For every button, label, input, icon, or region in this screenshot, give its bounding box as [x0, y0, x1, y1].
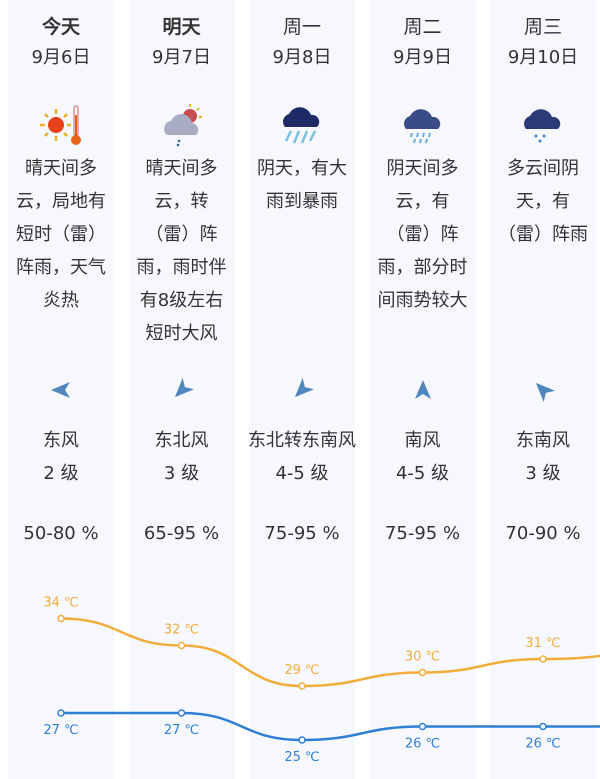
temperature-chart: 34 ℃ 32 ℃ 29 ℃ 30 ℃ 31 ℃ 27 ℃ 27 ℃ 25 ℃ 26 ℃ 26 ℃ [43, 596, 600, 765]
low-temperature-label: 27 ℃ [164, 723, 199, 738]
wind-info: 东南风 3 级 70-90 % [480, 424, 600, 550]
wind-direction-arrow-icon [360, 378, 486, 402]
low-temperature-label: 26 ℃ [405, 737, 440, 752]
high-temperature-label: 32 ℃ [164, 623, 199, 638]
low-temperature-line [61, 711, 600, 742]
high-temperature-label: 31 ℃ [525, 636, 560, 651]
light-rain-icon [480, 103, 600, 147]
humidity: 75-95 % [264, 523, 340, 544]
high-temperature-point [177, 641, 186, 650]
low-temperature-point [177, 709, 186, 717]
day-column: 周二 9月9日 阴天间多云，有（雷）阵雨，部分时间雨势较大 南风 4-5 级 7… [369, 0, 476, 779]
wind-info: 东风 2 级 50-80 % [0, 424, 124, 550]
high-temperature-label: 34 ℃ [43, 596, 78, 611]
high-temperature-point [57, 614, 65, 623]
low-temperature-point [539, 722, 547, 731]
date-label: 9月7日 [152, 47, 211, 68]
day-label: 周三 [523, 16, 562, 38]
high-temperature-line [60, 617, 600, 688]
wind-level: 4-5 级 [395, 463, 450, 484]
wind-info: 南风 4-5 级 75-95 % [360, 424, 486, 550]
date-label: 9月6日 [31, 47, 91, 68]
day-label: 今天 [41, 16, 80, 38]
low-temperature-point [57, 709, 65, 717]
low-temperature-label: 26 ℃ [525, 737, 560, 752]
date-label: 9月8日 [272, 47, 332, 68]
wind-level: 3 级 [525, 463, 561, 484]
high-temperature-label: 30 ℃ [405, 650, 440, 665]
day-column: 今天 9月6日 晴天间多云，局地有短时（雷）阵雨，天气炎热 东风 2 级 50-… [8, 0, 114, 779]
low-temperature-label: 27 ℃ [43, 723, 78, 738]
wind-direction: 东北转东南风 [248, 430, 356, 451]
low-temperature-point [298, 736, 306, 744]
wind-level: 2 级 [43, 463, 79, 484]
humidity: 75-95 % [384, 523, 461, 544]
low-temperature-point [418, 722, 427, 731]
low-temperature-label: 25 ℃ [284, 750, 319, 765]
wind-direction: 南风 [404, 430, 441, 451]
weather-description: 阴天间多云，有（雷）阵雨，部分时间雨势较大 [377, 158, 468, 311]
weather-description: 多云间阴天，有（雷）阵雨 [498, 158, 588, 245]
high-temperature-point [418, 668, 427, 677]
wind-direction-arrow-icon [0, 378, 124, 402]
high-temperature-label: 29 ℃ [284, 663, 319, 678]
humidity: 50-80 % [23, 523, 99, 544]
wind-level: 3 级 [163, 463, 200, 484]
weather-description: 阴天，有大雨到暴雨 [257, 158, 347, 212]
humidity: 70-90 % [505, 523, 581, 544]
day-column: 周三 9月10日 多云间阴天，有（雷）阵雨 东南风 3 级 70-90 % [490, 0, 596, 779]
day-label: 周二 [403, 16, 442, 38]
wind-direction-arrow-icon [119, 377, 245, 402]
day-column: 周一 9月8日 阴天，有大雨到暴雨 东北转东南风 4-5 级 75-95 % [248, 0, 356, 779]
high-temperature-point [539, 655, 547, 663]
wind-direction-arrow-icon [480, 378, 600, 403]
rain-icon [360, 103, 486, 147]
weather-description: 晴天间多云，转（雷）阵雨，雨时伴有8级左右短时大风 [136, 158, 227, 344]
wind-direction: 东南风 [516, 430, 570, 451]
wind-level: 4-5 级 [275, 463, 329, 484]
wind-direction: 东北风 [154, 430, 209, 451]
day-label: 明天 [162, 16, 201, 38]
high-temperature-point [298, 682, 306, 690]
heavy-rain-icon [239, 103, 365, 147]
wind-info: 东北转东南风 4-5 级 75-95 % [239, 424, 365, 550]
date-label: 9月9日 [393, 47, 452, 68]
sunny-hot-icon [0, 103, 124, 147]
weather-description: 晴天间多云，局地有短时（雷）阵雨，天气炎热 [16, 158, 106, 311]
wind-direction: 东风 [43, 430, 79, 451]
wind-info: 东北风 3 级 65-95 % [119, 424, 245, 550]
wind-direction-arrow-icon [239, 377, 365, 402]
day-label: 周一 [282, 16, 321, 38]
date-label: 9月10日 [507, 47, 579, 68]
partly-cloudy-shower-icon [119, 103, 245, 147]
humidity: 65-95 % [143, 523, 220, 544]
